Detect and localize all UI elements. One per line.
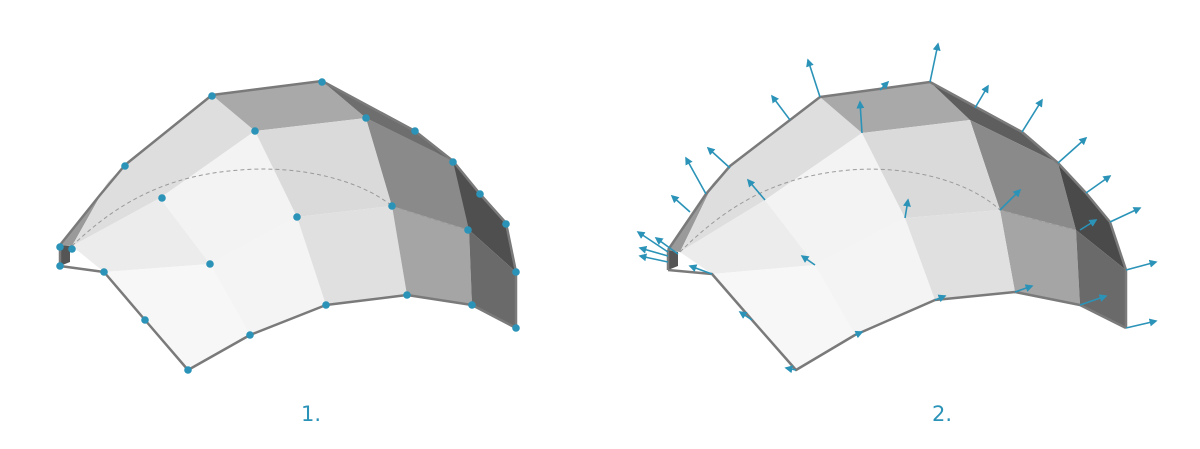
control-point bbox=[246, 331, 254, 339]
normal-arrow bbox=[1057, 136, 1088, 164]
panel-2-surface bbox=[666, 80, 1128, 372]
control-point bbox=[411, 127, 419, 135]
normal-arrow bbox=[638, 245, 669, 257]
control-point bbox=[468, 301, 476, 309]
panel-2-normal-arrows bbox=[636, 42, 1158, 374]
normal-arrow bbox=[806, 58, 821, 98]
panel-1-control-points bbox=[56, 78, 520, 374]
normal-arrow bbox=[688, 264, 713, 275]
normal-arrow bbox=[934, 294, 947, 303]
normal-arrow bbox=[1125, 318, 1158, 329]
control-point bbox=[464, 226, 472, 234]
control-point bbox=[208, 92, 216, 100]
normal-arrow bbox=[903, 198, 911, 219]
normal-arrow bbox=[1021, 98, 1043, 133]
normal-arrow bbox=[856, 100, 865, 134]
control-point bbox=[293, 213, 301, 221]
control-point bbox=[68, 245, 76, 253]
control-point bbox=[56, 243, 64, 251]
normal-arrow bbox=[879, 80, 890, 91]
panel-1-surface bbox=[58, 79, 518, 372]
control-point bbox=[512, 324, 520, 332]
normal-arrow bbox=[1079, 294, 1108, 306]
control-point bbox=[388, 202, 396, 210]
normal-arrow bbox=[1079, 219, 1098, 231]
normal-arrow bbox=[636, 231, 669, 253]
normal-arrow bbox=[706, 146, 731, 169]
normal-arrow bbox=[638, 253, 669, 263]
control-point bbox=[184, 366, 192, 374]
panel-2-caption: 2. bbox=[931, 402, 953, 426]
control-point bbox=[251, 127, 259, 135]
control-point bbox=[476, 190, 484, 198]
normal-arrow bbox=[854, 330, 864, 339]
control-point bbox=[449, 158, 457, 166]
normal-arrow bbox=[746, 178, 766, 201]
control-point bbox=[56, 262, 64, 270]
normal-arrow bbox=[999, 188, 1022, 211]
normal-arrow bbox=[685, 156, 707, 195]
control-point bbox=[121, 162, 129, 170]
normal-arrow bbox=[738, 311, 753, 321]
control-point bbox=[141, 316, 149, 324]
control-point bbox=[322, 301, 330, 309]
normal-arrow bbox=[800, 255, 816, 266]
control-point bbox=[502, 220, 510, 228]
control-point bbox=[158, 194, 166, 202]
normal-arrow bbox=[1085, 175, 1112, 194]
normal-arrow bbox=[929, 42, 941, 83]
control-point bbox=[512, 268, 520, 276]
normal-arrow bbox=[1014, 284, 1034, 293]
control-point bbox=[100, 268, 108, 276]
normal-arrow bbox=[771, 94, 791, 121]
control-point bbox=[206, 260, 214, 268]
control-point bbox=[362, 114, 370, 122]
normal-arrow bbox=[1109, 207, 1142, 223]
normal-arrow bbox=[670, 194, 691, 213]
normal-arrow bbox=[784, 365, 797, 374]
panel-1-caption: 1. bbox=[300, 402, 322, 426]
normal-arrow bbox=[1125, 259, 1158, 271]
control-point bbox=[318, 78, 326, 86]
control-point bbox=[403, 291, 411, 299]
normal-arrow bbox=[654, 237, 679, 255]
normal-arrow bbox=[974, 84, 989, 109]
